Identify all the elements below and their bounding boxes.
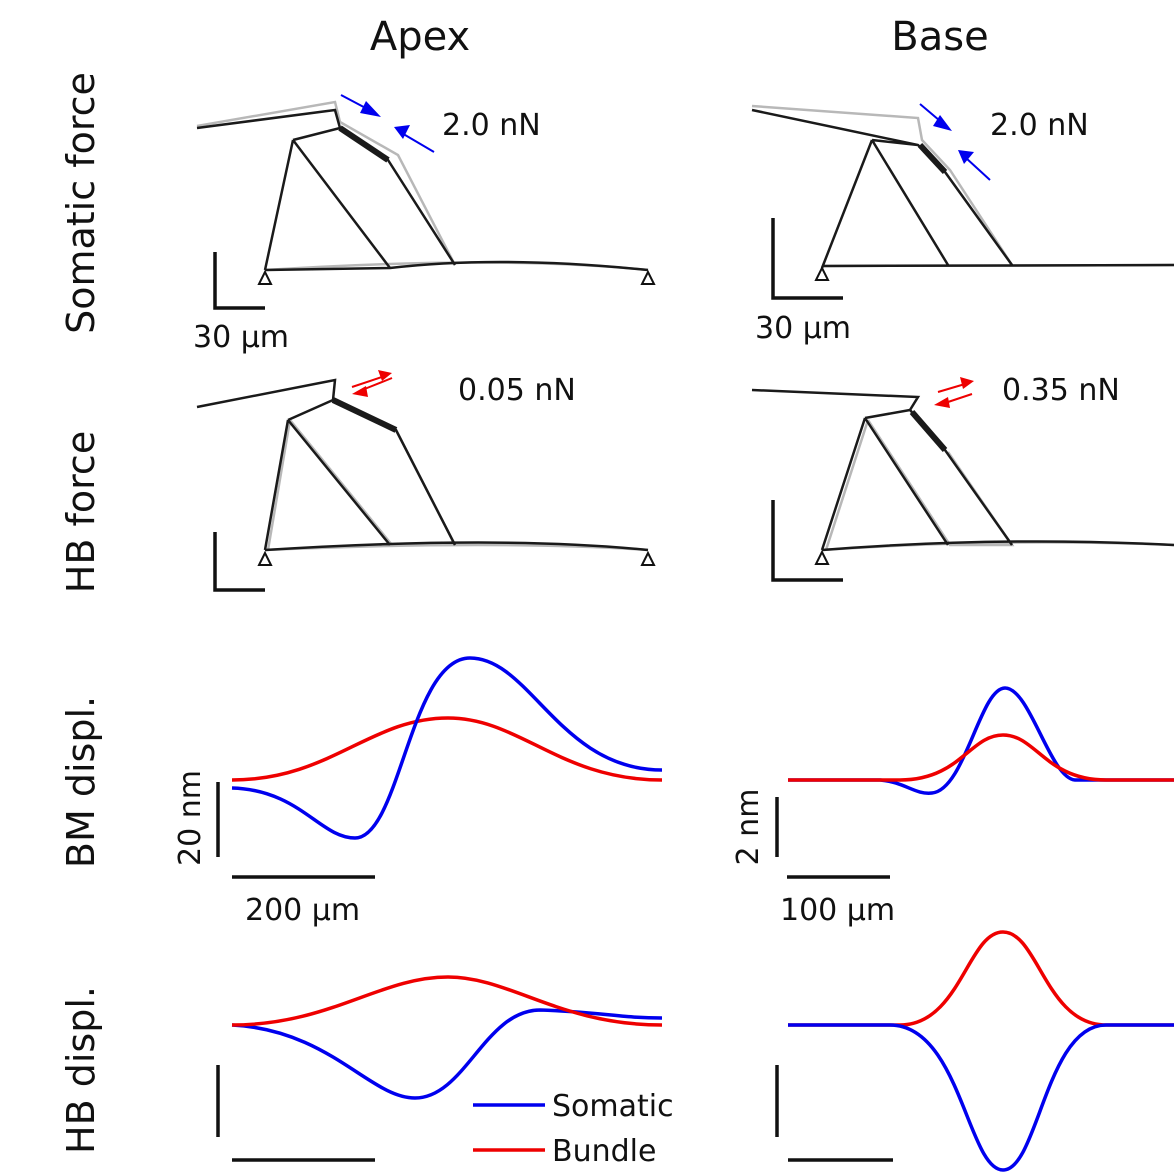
force-arrows bbox=[937, 383, 973, 404]
force-arrows bbox=[919, 103, 991, 181]
row-title: BM displ. bbox=[59, 696, 103, 868]
row-title: HB displ. bbox=[59, 986, 103, 1154]
force-arrows bbox=[340, 94, 435, 153]
arrowheads bbox=[933, 115, 974, 164]
force-label: 2.0 nN bbox=[990, 108, 1089, 143]
scale-label: 30 μm bbox=[193, 320, 289, 355]
column-title: Base bbox=[891, 14, 988, 60]
scale-label: 20 nm bbox=[173, 770, 208, 866]
scale-label: 100 μm bbox=[780, 893, 895, 928]
somatic-curve bbox=[788, 1023, 1174, 1172]
force-label: 0.05 nN bbox=[458, 373, 576, 408]
legend-label: Bundle bbox=[552, 1134, 656, 1169]
scale-bar bbox=[216, 782, 375, 879]
row-title: HB force bbox=[59, 431, 103, 593]
force-arrows bbox=[351, 376, 393, 391]
row-title: Somatic force bbox=[59, 72, 103, 334]
scale-label: 200 μm bbox=[245, 893, 360, 928]
bundle-curve bbox=[788, 930, 1174, 1027]
bundle-curve bbox=[231, 716, 663, 782]
arrowheads bbox=[352, 370, 392, 397]
scale-bar bbox=[771, 500, 843, 582]
structure bbox=[196, 378, 656, 566]
structure bbox=[751, 104, 1174, 281]
bundle-curve bbox=[788, 733, 1174, 782]
force-label: 0.35 nN bbox=[1002, 373, 1120, 408]
scale-label: 30 μm bbox=[755, 311, 851, 346]
scale-bar bbox=[213, 532, 265, 592]
force-label: 2.0 nN bbox=[442, 108, 541, 143]
somatic-curve bbox=[231, 656, 663, 840]
arrowheads bbox=[360, 101, 410, 139]
scale-bar bbox=[775, 797, 890, 879]
column-title: Apex bbox=[370, 14, 470, 60]
scale-bar bbox=[775, 1065, 893, 1162]
scale-label: 2 nm bbox=[731, 789, 766, 866]
structure bbox=[196, 100, 656, 285]
legend-label: Somatic bbox=[552, 1089, 674, 1124]
somatic-curve bbox=[788, 686, 1174, 795]
legend: Somatic Bundle bbox=[473, 1089, 674, 1169]
somatic-curve bbox=[231, 1008, 663, 1100]
scale-bar bbox=[771, 218, 843, 300]
arrowheads bbox=[934, 377, 974, 408]
bundle-curve bbox=[231, 975, 663, 1027]
scale-bar bbox=[213, 252, 265, 310]
structure bbox=[751, 388, 1174, 565]
scale-bar bbox=[216, 1065, 375, 1162]
